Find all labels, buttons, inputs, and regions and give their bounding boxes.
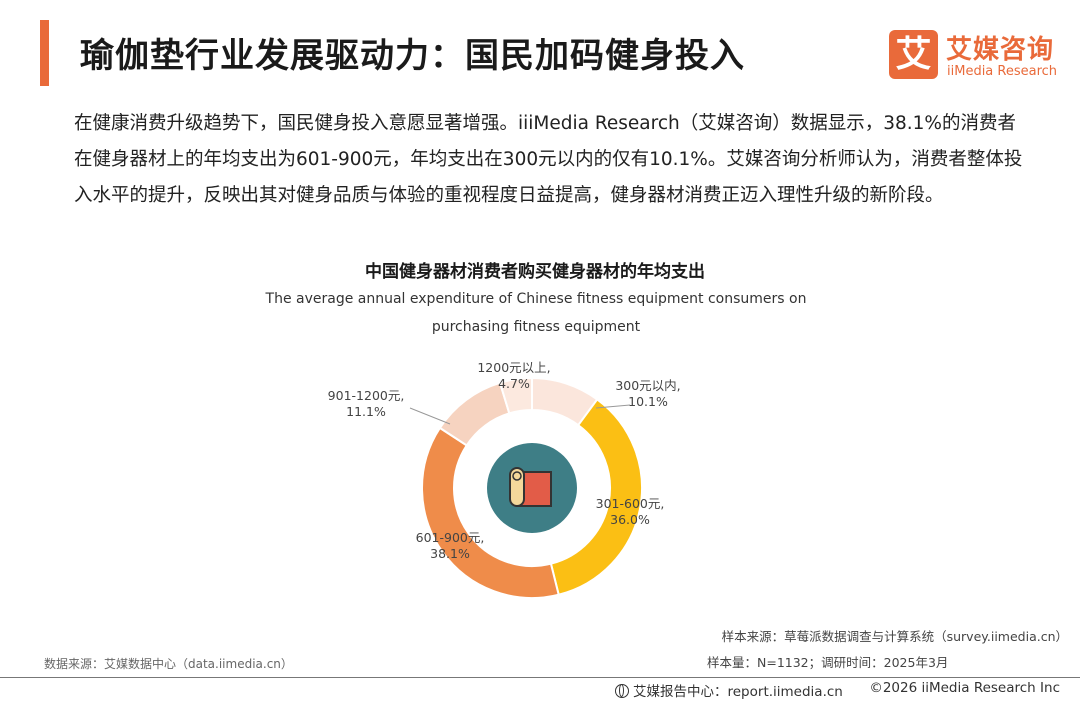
brand-subname: iiMedia Research (947, 64, 1058, 79)
slice-label: 301-600元, (596, 496, 665, 511)
slice-value-label: 11.1% (346, 404, 386, 419)
yoga-mat-icon (487, 443, 577, 533)
chart-title: 中国健身器材消费者购买健身器材的年均支出 (365, 262, 705, 282)
donut-chart: 300元以内,10.1% 301-600元,36.0% 601-900元,38.1%… (328, 360, 681, 599)
slice-label: 901-1200元, (328, 388, 405, 403)
slice-value-label: 38.1% (430, 546, 470, 561)
sample-size: 样本量：N=1132；调研时间：2025年3月 (707, 655, 949, 670)
footer-copyright: ©2026 iiMedia Research Inc (869, 680, 1060, 696)
slice-label: 300元以内, (615, 378, 680, 393)
data-source: 数据来源：艾媒数据中心（data.iimedia.cn） (44, 657, 293, 671)
brand-logo: 艾 艾媒咨询 iiMedia Research (889, 30, 1064, 82)
slice-value-label: 36.0% (610, 512, 650, 527)
slice-label: 1200元以上, (477, 360, 550, 375)
globe-icon (615, 684, 629, 698)
title-accent-bar (40, 20, 49, 86)
brand-name: 艾媒咨询 (946, 35, 1055, 65)
footer-divider (0, 677, 1080, 678)
label-leader-lines (409, 404, 631, 425)
chart-subtitle: The average annual expenditure of Chines… (265, 291, 807, 335)
intro-paragraph: 在健康消费升级趋势下，国民健身投入意愿显著增强。iiiMedia Researc… (74, 113, 1023, 206)
slice-label: 601-900元, (416, 530, 485, 545)
slice-labels: 300元以内,10.1% 301-600元,36.0% 601-900元,38.1%… (328, 360, 681, 561)
donut-slice (421, 426, 560, 599)
brand-logo-mark: 艾 (889, 30, 938, 79)
sample-source: 样本来源：草莓派数据调查与计算系统（survey.iimedia.cn） (721, 629, 1068, 644)
donut-slices (421, 376, 643, 599)
slice-value-label: 4.7% (498, 376, 530, 391)
page-title: 瑜伽垫行业发展驱动力：国民加码健身投入 (80, 36, 745, 76)
donut-slice (549, 398, 643, 596)
leader-line (595, 404, 631, 409)
donut-slice (498, 376, 533, 415)
slice-value-label: 10.1% (628, 394, 668, 409)
leader-line (409, 407, 451, 425)
footer-report-link[interactable]: 艾媒报告中心：report.iimedia.cn (615, 680, 843, 700)
footer-site-text: 艾媒报告中心：report.iimedia.cn (633, 684, 843, 700)
